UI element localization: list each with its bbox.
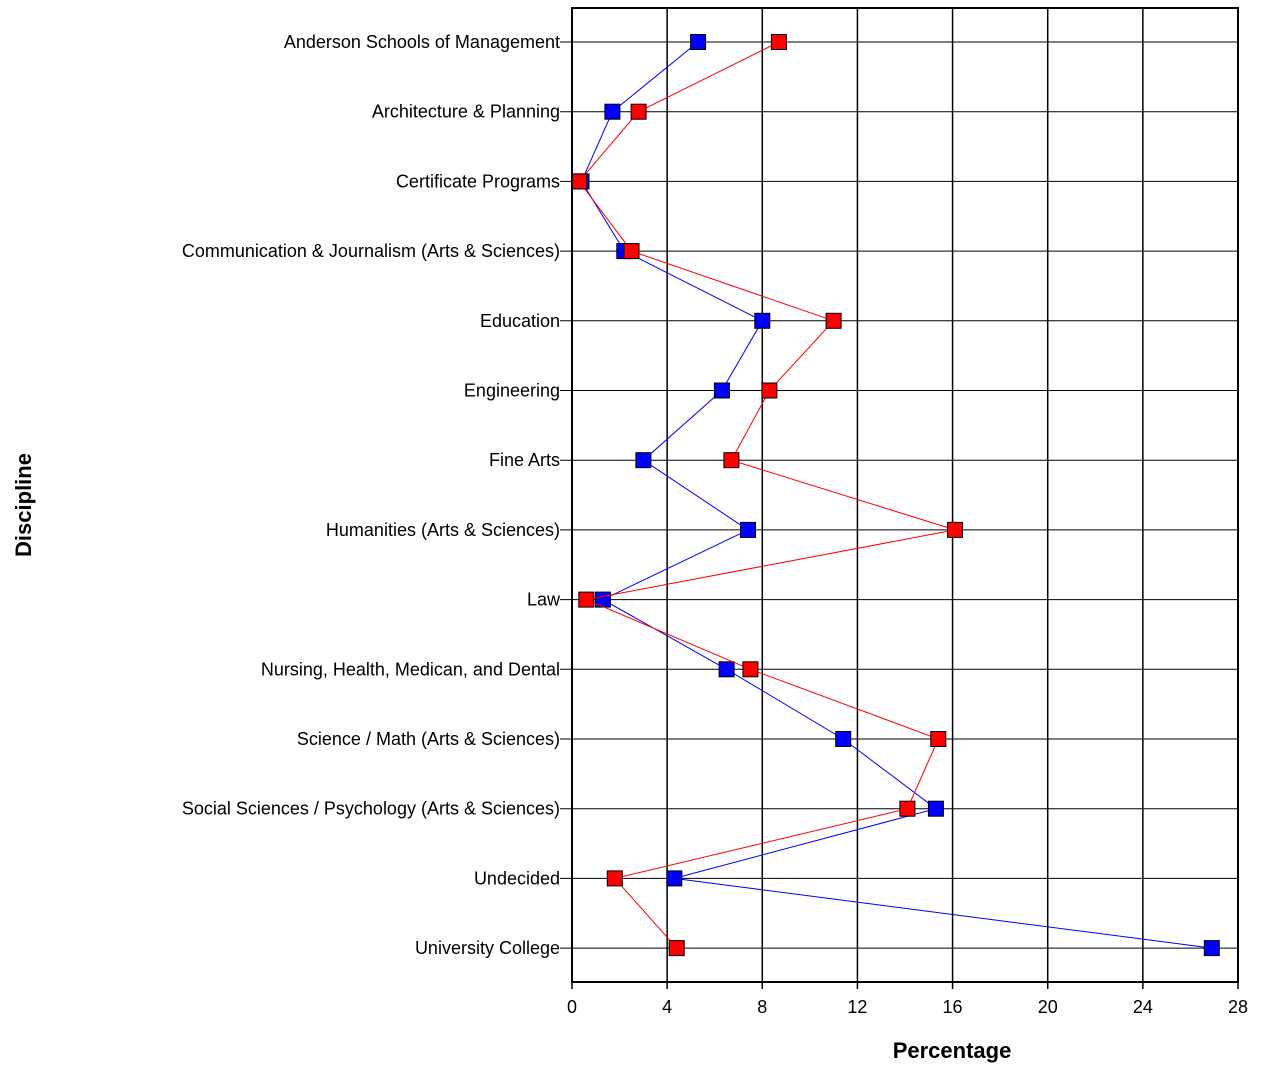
category-label: Undecided bbox=[474, 868, 560, 888]
data-point-marker bbox=[668, 940, 685, 957]
category-label: Education bbox=[480, 311, 560, 331]
category-label: Humanities (Arts & Sciences) bbox=[326, 520, 560, 540]
x-tick-label: 12 bbox=[847, 997, 867, 1017]
gridlines bbox=[560, 8, 1239, 989]
data-point-marker bbox=[571, 173, 588, 190]
series-2 bbox=[571, 34, 963, 957]
series-line bbox=[580, 41, 1212, 949]
x-tick-label: 20 bbox=[1038, 997, 1058, 1017]
data-point-marker bbox=[825, 312, 842, 329]
category-label: Social Sciences / Psychology (Arts & Sci… bbox=[182, 799, 560, 819]
data-point-marker bbox=[635, 452, 652, 469]
series-layer bbox=[571, 34, 1220, 957]
data-point-marker bbox=[754, 312, 771, 329]
data-point-marker bbox=[623, 243, 640, 260]
data-point-marker bbox=[835, 731, 852, 747]
x-tick-labels: 0 4 8 12 16 20 24 28 bbox=[567, 997, 1248, 1017]
series-1 bbox=[573, 34, 1220, 957]
data-point-marker bbox=[713, 382, 730, 399]
data-point-marker bbox=[930, 731, 947, 747]
y-axis-title: Discipline bbox=[11, 453, 36, 557]
category-label: Anderson Schools of Management bbox=[284, 32, 560, 52]
x-tick-label: 4 bbox=[662, 997, 672, 1017]
x-axis-title: Percentage bbox=[893, 1038, 1012, 1063]
series-line bbox=[578, 41, 956, 949]
data-point-marker bbox=[927, 800, 944, 817]
category-labels: Anderson Schools of Management Architectu… bbox=[182, 32, 561, 958]
data-point-marker bbox=[770, 34, 787, 50]
data-point-marker bbox=[604, 103, 621, 120]
data-point-marker bbox=[630, 103, 647, 120]
category-label: Law bbox=[527, 590, 561, 610]
category-label: Fine Arts bbox=[489, 450, 560, 470]
category-label: Engineering bbox=[464, 381, 560, 401]
data-point-marker bbox=[723, 452, 740, 469]
category-label: Nursing, Health, Medican, and Dental bbox=[261, 659, 560, 679]
x-tick-label: 24 bbox=[1133, 997, 1153, 1017]
data-point-marker bbox=[718, 661, 735, 678]
x-tick-label: 16 bbox=[943, 997, 963, 1017]
data-point-marker bbox=[578, 591, 595, 608]
data-point-marker bbox=[761, 382, 778, 399]
data-point-marker bbox=[947, 521, 963, 538]
data-point-marker bbox=[690, 34, 707, 50]
category-label: Science / Math (Arts & Sciences) bbox=[297, 729, 560, 749]
category-label: Architecture & Planning bbox=[372, 102, 560, 122]
data-point-marker bbox=[666, 870, 683, 887]
plot-frame bbox=[571, 7, 1239, 983]
x-tick-label: 0 bbox=[567, 997, 577, 1017]
category-label: Communication & Journalism (Arts & Scien… bbox=[182, 241, 560, 261]
data-point-marker bbox=[899, 800, 916, 817]
category-label: University College bbox=[415, 938, 560, 958]
data-point-marker bbox=[742, 661, 759, 678]
data-point-marker bbox=[740, 521, 756, 538]
data-point-marker bbox=[1203, 940, 1220, 957]
x-tick-label: 28 bbox=[1228, 997, 1248, 1017]
category-label: Certificate Programs bbox=[396, 171, 560, 191]
data-point-marker bbox=[606, 870, 623, 887]
x-tick-label: 8 bbox=[757, 997, 767, 1017]
